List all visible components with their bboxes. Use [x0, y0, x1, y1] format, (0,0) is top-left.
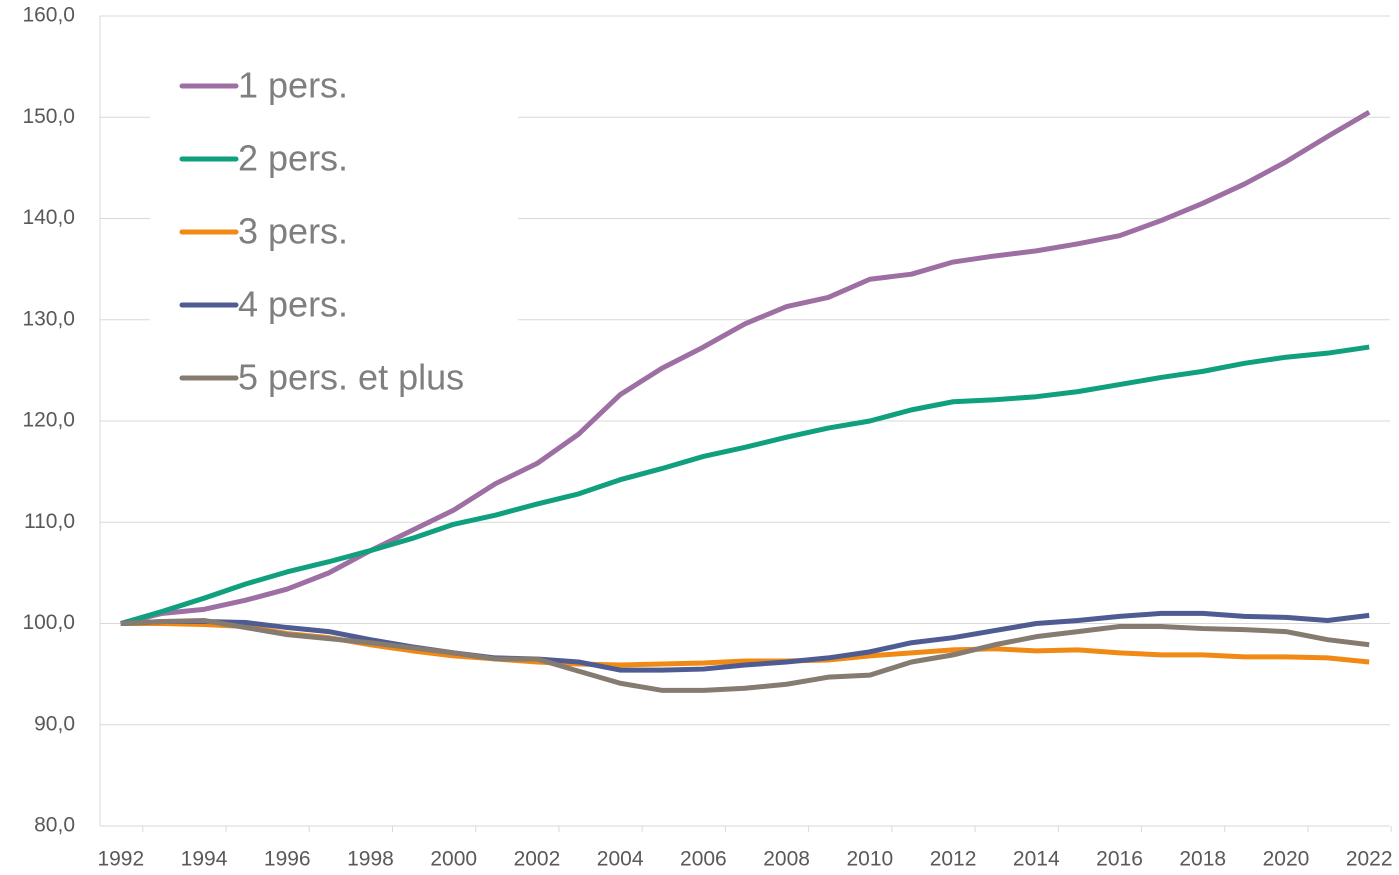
series-line: [120, 617, 1370, 693]
x-tick-label: 2008: [763, 848, 810, 871]
x-tick-label: 2006: [680, 848, 727, 871]
y-tick-label: 160,0: [22, 4, 75, 27]
x-tick-label: 2022: [1346, 848, 1393, 871]
legend-label: 4 pers.: [238, 284, 348, 325]
y-tick-label: 80,0: [34, 814, 75, 837]
legend-label: 2 pers.: [238, 138, 348, 179]
legend-label: 5 pers. et plus: [238, 357, 464, 398]
y-tick-label: 150,0: [22, 105, 75, 128]
series-line: [120, 610, 1370, 673]
x-tick-label: 2004: [597, 848, 644, 871]
x-tick-label: 1996: [264, 848, 311, 871]
series-line: [120, 344, 1370, 626]
x-tick-label: 2010: [846, 848, 893, 871]
y-tick-label: 100,0: [22, 611, 75, 634]
y-tick-label: 90,0: [34, 712, 75, 735]
y-tick-label: 110,0: [24, 510, 75, 533]
y-tick-label: 140,0: [22, 206, 75, 229]
x-tick-label: 2016: [1096, 848, 1143, 871]
y-tick-label: 120,0: [22, 409, 75, 432]
x-tick-label: 2020: [1263, 848, 1310, 871]
x-tick-label: 2014: [1013, 848, 1060, 871]
legend-box: [150, 40, 518, 410]
y-tick-label: 130,0: [22, 307, 75, 330]
x-tick-label: 1994: [181, 848, 228, 871]
series-line: [120, 110, 1371, 626]
x-tick-label: 2002: [514, 848, 561, 871]
x-tick-label: 1998: [347, 848, 394, 871]
x-tick-label: 1992: [97, 848, 144, 871]
x-tick-label: 2012: [930, 848, 977, 871]
x-tick-label: 2018: [1179, 848, 1226, 871]
legend-label: 3 pers.: [238, 211, 348, 252]
legend-label: 1 pers.: [238, 65, 348, 106]
x-tick-label: 2000: [430, 848, 477, 871]
